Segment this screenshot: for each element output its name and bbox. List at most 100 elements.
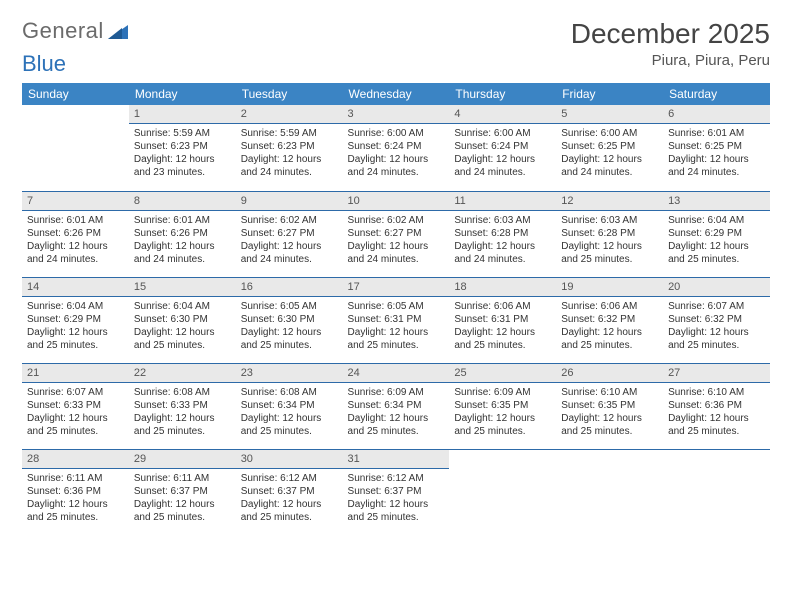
weekday-header: Thursday [449,83,556,105]
sunrise-line: Sunrise: 6:01 AM [27,214,124,227]
sunrise-line: Sunrise: 6:12 AM [348,472,445,485]
weekday-header: Saturday [663,83,770,105]
day-number: 25 [449,364,556,383]
calendar-cell: 3Sunrise: 6:00 AMSunset: 6:24 PMDaylight… [343,105,450,191]
day-number: 17 [343,278,450,297]
sunrise-line: Sunrise: 6:02 AM [241,214,338,227]
daylight-line: Daylight: 12 hours and 25 minutes. [561,240,658,266]
sunrise-line: Sunrise: 6:04 AM [27,300,124,313]
day-body: Sunrise: 6:10 AMSunset: 6:35 PMDaylight:… [556,383,663,443]
sunrise-line: Sunrise: 6:01 AM [134,214,231,227]
calendar-cell: 10Sunrise: 6:02 AMSunset: 6:27 PMDayligh… [343,191,450,277]
calendar-cell: 15Sunrise: 6:04 AMSunset: 6:30 PMDayligh… [129,277,236,363]
sunset-line: Sunset: 6:23 PM [241,140,338,153]
daylight-line: Daylight: 12 hours and 25 minutes. [668,326,765,352]
sunset-line: Sunset: 6:34 PM [348,399,445,412]
day-body: Sunrise: 6:08 AMSunset: 6:34 PMDaylight:… [236,383,343,443]
day-number: 22 [129,364,236,383]
sunrise-line: Sunrise: 6:04 AM [668,214,765,227]
day-body: Sunrise: 6:10 AMSunset: 6:36 PMDaylight:… [663,383,770,443]
calendar-cell: 27Sunrise: 6:10 AMSunset: 6:36 PMDayligh… [663,363,770,449]
calendar-cell: 29Sunrise: 6:11 AMSunset: 6:37 PMDayligh… [129,449,236,535]
calendar-cell [556,449,663,535]
day-body: Sunrise: 5:59 AMSunset: 6:23 PMDaylight:… [236,124,343,184]
calendar-cell: 19Sunrise: 6:06 AMSunset: 6:32 PMDayligh… [556,277,663,363]
sunset-line: Sunset: 6:26 PM [27,227,124,240]
sunrise-line: Sunrise: 6:07 AM [27,386,124,399]
calendar-cell: 9Sunrise: 6:02 AMSunset: 6:27 PMDaylight… [236,191,343,277]
calendar-cell: 24Sunrise: 6:09 AMSunset: 6:34 PMDayligh… [343,363,450,449]
day-body: Sunrise: 6:04 AMSunset: 6:30 PMDaylight:… [129,297,236,357]
day-body: Sunrise: 6:06 AMSunset: 6:31 PMDaylight:… [449,297,556,357]
daylight-line: Daylight: 12 hours and 25 minutes. [134,326,231,352]
day-number: 26 [556,364,663,383]
sunrise-line: Sunrise: 5:59 AM [134,127,231,140]
sunrise-line: Sunrise: 6:00 AM [454,127,551,140]
day-number: 19 [556,278,663,297]
sunset-line: Sunset: 6:28 PM [561,227,658,240]
day-body: Sunrise: 6:04 AMSunset: 6:29 PMDaylight:… [22,297,129,357]
day-number: 11 [449,192,556,211]
sunrise-line: Sunrise: 6:00 AM [561,127,658,140]
sunrise-line: Sunrise: 6:09 AM [348,386,445,399]
daylight-line: Daylight: 12 hours and 24 minutes. [241,153,338,179]
daylight-line: Daylight: 12 hours and 25 minutes. [561,326,658,352]
weekday-header-row: Sunday Monday Tuesday Wednesday Thursday… [22,83,770,105]
daylight-line: Daylight: 12 hours and 25 minutes. [134,498,231,524]
sunset-line: Sunset: 6:25 PM [668,140,765,153]
sunrise-line: Sunrise: 6:06 AM [454,300,551,313]
sunset-line: Sunset: 6:28 PM [454,227,551,240]
sunset-line: Sunset: 6:26 PM [134,227,231,240]
calendar-row: 21Sunrise: 6:07 AMSunset: 6:33 PMDayligh… [22,363,770,449]
sunset-line: Sunset: 6:33 PM [134,399,231,412]
calendar-table: Sunday Monday Tuesday Wednesday Thursday… [22,83,770,535]
daylight-line: Daylight: 12 hours and 24 minutes. [348,240,445,266]
day-number: 7 [22,192,129,211]
sunset-line: Sunset: 6:35 PM [454,399,551,412]
sunrise-line: Sunrise: 6:07 AM [668,300,765,313]
day-number: 24 [343,364,450,383]
sunrise-line: Sunrise: 6:04 AM [134,300,231,313]
sunset-line: Sunset: 6:33 PM [27,399,124,412]
day-body: Sunrise: 6:12 AMSunset: 6:37 PMDaylight:… [236,469,343,529]
sunset-line: Sunset: 6:34 PM [241,399,338,412]
calendar-cell: 13Sunrise: 6:04 AMSunset: 6:29 PMDayligh… [663,191,770,277]
calendar-row: 28Sunrise: 6:11 AMSunset: 6:36 PMDayligh… [22,449,770,535]
day-body: Sunrise: 6:05 AMSunset: 6:30 PMDaylight:… [236,297,343,357]
weekday-header: Tuesday [236,83,343,105]
calendar-cell: 26Sunrise: 6:10 AMSunset: 6:35 PMDayligh… [556,363,663,449]
day-number: 16 [236,278,343,297]
day-number: 4 [449,105,556,124]
day-body: Sunrise: 6:00 AMSunset: 6:25 PMDaylight:… [556,124,663,184]
sunset-line: Sunset: 6:23 PM [134,140,231,153]
logo-word-1: General [22,18,104,44]
day-number: 5 [556,105,663,124]
weekday-header: Sunday [22,83,129,105]
weekday-header: Wednesday [343,83,450,105]
sunrise-line: Sunrise: 6:03 AM [561,214,658,227]
day-body: Sunrise: 6:08 AMSunset: 6:33 PMDaylight:… [129,383,236,443]
calendar-cell: 7Sunrise: 6:01 AMSunset: 6:26 PMDaylight… [22,191,129,277]
calendar-cell: 2Sunrise: 5:59 AMSunset: 6:23 PMDaylight… [236,105,343,191]
daylight-line: Daylight: 12 hours and 25 minutes. [27,412,124,438]
sunrise-line: Sunrise: 6:08 AM [241,386,338,399]
day-number: 31 [343,450,450,469]
sunset-line: Sunset: 6:36 PM [27,485,124,498]
day-number: 27 [663,364,770,383]
sunrise-line: Sunrise: 6:05 AM [241,300,338,313]
logo-word-2: Blue [22,51,770,77]
daylight-line: Daylight: 12 hours and 25 minutes. [27,326,124,352]
daylight-line: Daylight: 12 hours and 25 minutes. [668,240,765,266]
day-body: Sunrise: 6:01 AMSunset: 6:26 PMDaylight:… [129,211,236,271]
day-body: Sunrise: 6:04 AMSunset: 6:29 PMDaylight:… [663,211,770,271]
sunrise-line: Sunrise: 6:06 AM [561,300,658,313]
calendar-cell [22,105,129,191]
day-body: Sunrise: 6:09 AMSunset: 6:34 PMDaylight:… [343,383,450,443]
daylight-line: Daylight: 12 hours and 24 minutes. [454,240,551,266]
sunrise-line: Sunrise: 6:11 AM [27,472,124,485]
weekday-header: Monday [129,83,236,105]
daylight-line: Daylight: 12 hours and 25 minutes. [348,498,445,524]
calendar-cell: 8Sunrise: 6:01 AMSunset: 6:26 PMDaylight… [129,191,236,277]
sunset-line: Sunset: 6:27 PM [348,227,445,240]
day-body: Sunrise: 6:00 AMSunset: 6:24 PMDaylight:… [449,124,556,184]
